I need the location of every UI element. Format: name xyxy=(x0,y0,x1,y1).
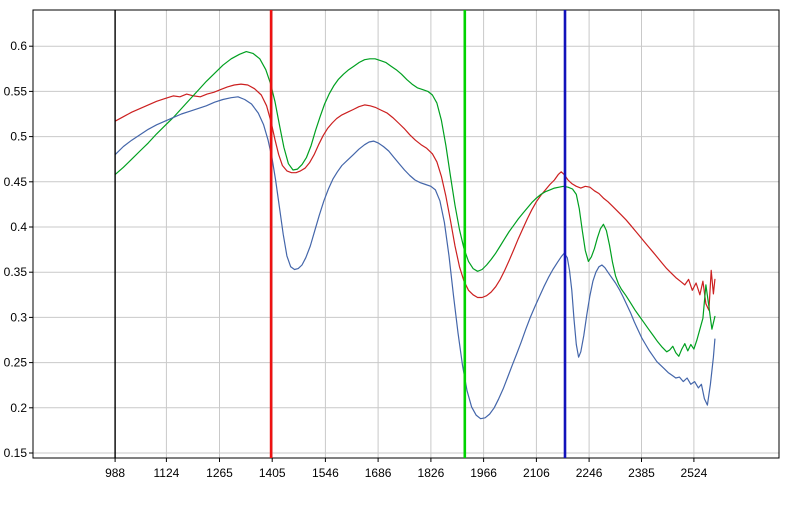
x-axis-tick-label: 988 xyxy=(105,466,125,480)
y-axis-tick-label: 0.6 xyxy=(10,39,27,53)
y-axis-tick-label: 0.5 xyxy=(10,130,27,144)
y-axis-tick-label: 0.25 xyxy=(4,356,28,370)
x-axis-tick-label: 2246 xyxy=(576,466,603,480)
x-axis-tick-label: 1546 xyxy=(312,466,339,480)
x-axis-tick-label: 1686 xyxy=(365,466,392,480)
red-spectrum xyxy=(114,83,716,311)
blue-spectrum xyxy=(114,96,716,420)
x-axis-tick-label: 2385 xyxy=(628,466,655,480)
plot-border xyxy=(32,9,780,459)
y-axis-tick-label: 0.2 xyxy=(10,401,27,415)
x-axis-tick-label: 1966 xyxy=(470,466,497,480)
x-axis-tick-label: 1265 xyxy=(206,466,233,480)
y-axis-tick-label: 0.55 xyxy=(4,84,28,98)
x-axis-tick-label: 1826 xyxy=(418,466,445,480)
x-axis-tick-label: 1124 xyxy=(153,466,179,480)
x-axis-tick-label: 2524 xyxy=(681,466,708,480)
x-axis-tick-label: 1405 xyxy=(259,466,286,480)
x-axis-tick-label: 2106 xyxy=(523,466,550,480)
green-spectrum xyxy=(114,50,716,357)
y-axis-tick-label: 0.35 xyxy=(4,265,28,279)
y-axis-tick-label: 0.4 xyxy=(10,220,27,234)
y-axis-tick-label: 0.3 xyxy=(10,310,27,324)
y-axis-tick-label: 0.15 xyxy=(4,446,28,460)
y-axis-tick-label: 0.45 xyxy=(4,175,28,189)
